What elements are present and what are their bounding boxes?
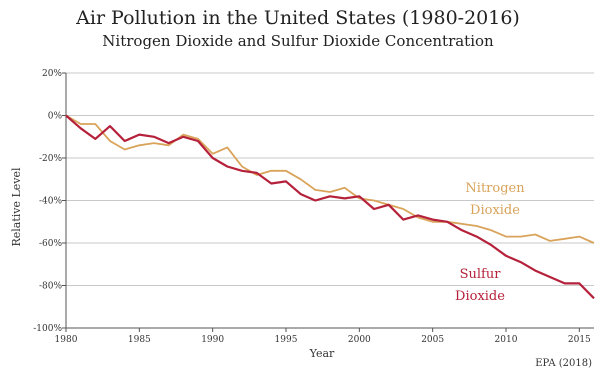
series-lines <box>65 114 595 300</box>
x-tick-labels: 1980 1985 1990 1995 2000 2005 2010 2015 <box>55 335 592 345</box>
nitrogen-dioxide-line <box>65 114 595 244</box>
x-tick-label: 2015 <box>568 335 591 345</box>
x-tick-label: 2005 <box>421 335 444 345</box>
nitrogen-dioxide-label: Dioxide <box>470 203 520 218</box>
nitrogen-dioxide-label: Nitrogen <box>465 181 525 196</box>
x-tick-label: 1985 <box>128 335 151 345</box>
x-tick-label: 2010 <box>495 335 518 345</box>
grid-lines <box>66 72 594 329</box>
sulfur-dioxide-label: Sulfur <box>460 267 502 282</box>
x-tick-label: 1990 <box>201 335 224 345</box>
series-labels: Nitrogen Dioxide Sulfur Dioxide <box>455 181 525 304</box>
x-tick-label: 1995 <box>275 335 298 345</box>
y-axis-label: Relative Level <box>10 167 23 247</box>
sulfur-dioxide-label: Dioxide <box>455 289 505 304</box>
axes <box>62 72 594 332</box>
y-tick-label: -60% <box>39 239 62 249</box>
x-axis-label: Year <box>309 347 335 360</box>
y-tick-label: 20% <box>42 69 62 79</box>
x-tick-label: 1980 <box>55 335 78 345</box>
x-tick-label: 2000 <box>348 335 371 345</box>
y-tick-labels: 20% 0% -20% -40% -60% -80% -100% <box>33 69 62 334</box>
y-tick-label: -20% <box>39 154 62 164</box>
chart-subtitle: Nitrogen Dioxide and Sulfur Dioxide Conc… <box>102 32 494 50</box>
chart-title: Air Pollution in the United States (1980… <box>75 7 520 29</box>
y-tick-label: -100% <box>33 324 62 334</box>
y-tick-label: -40% <box>39 197 62 207</box>
sulfur-dioxide-line <box>65 114 595 300</box>
source-note: EPA (2018) <box>535 358 592 369</box>
y-tick-label: 0% <box>48 112 63 122</box>
y-tick-label: -80% <box>39 282 62 292</box>
